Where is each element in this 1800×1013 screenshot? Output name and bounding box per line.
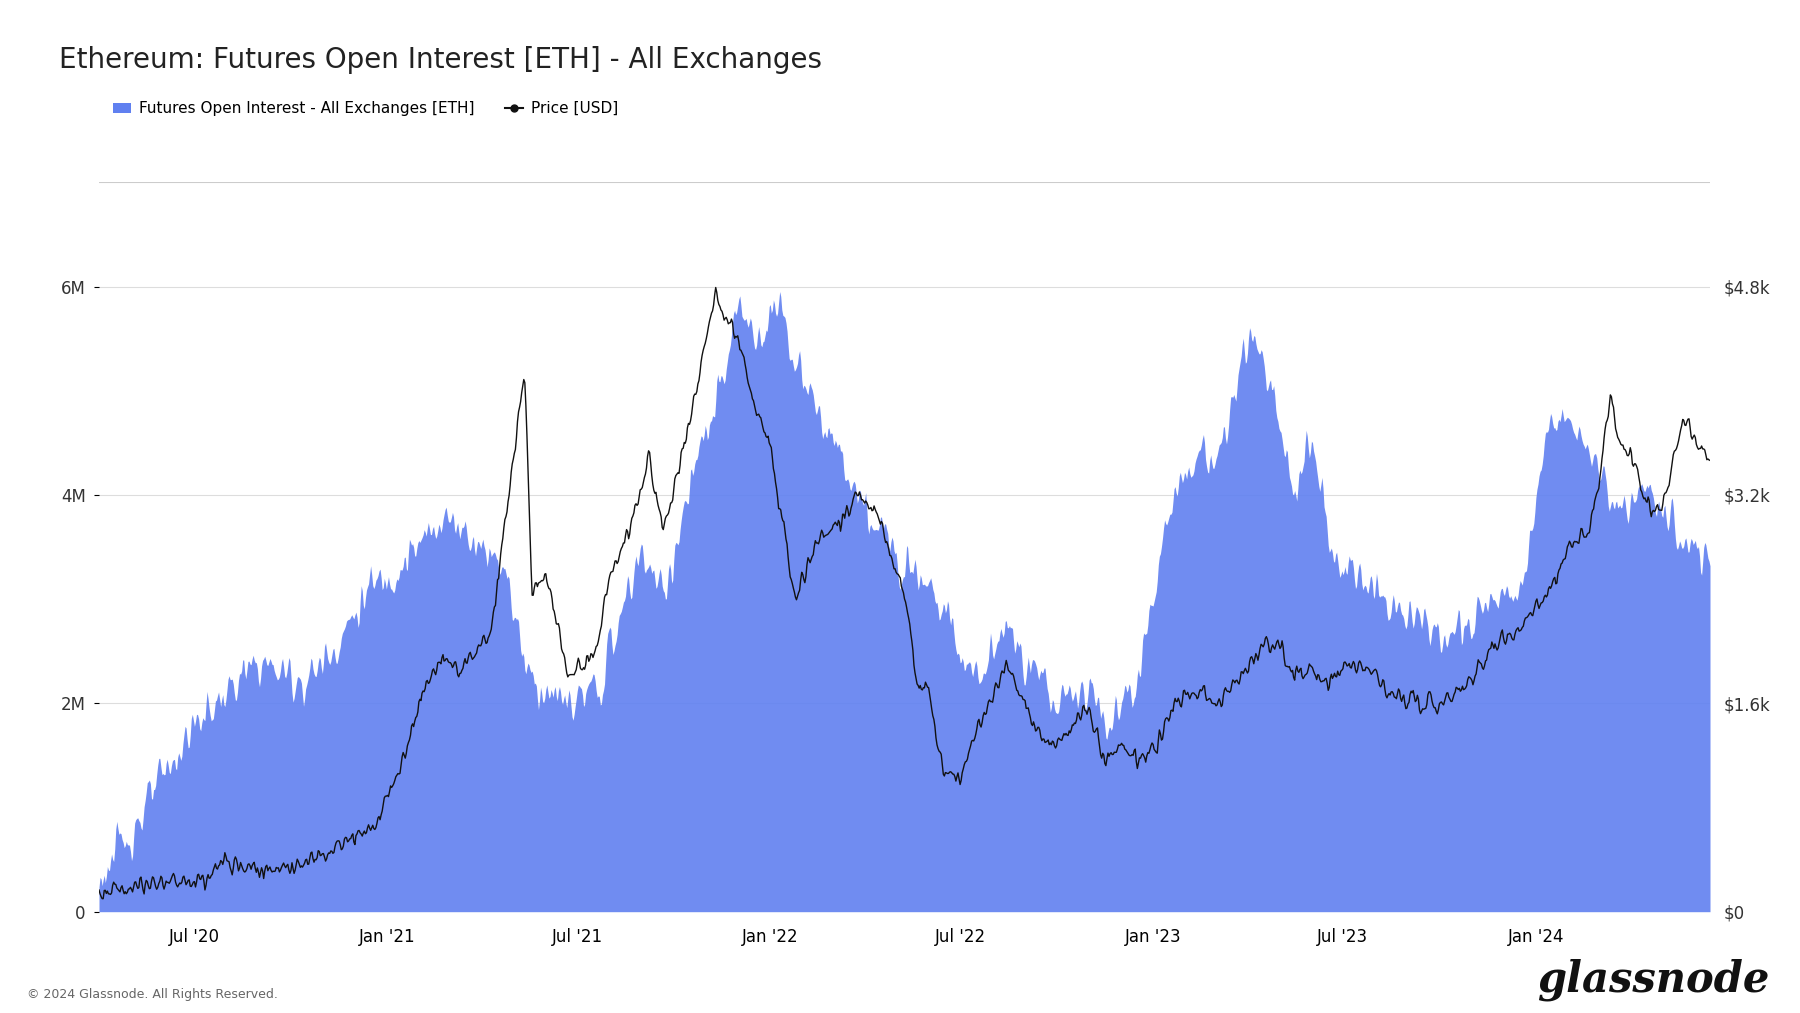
Legend: Futures Open Interest - All Exchanges [ETH], Price [USD]: Futures Open Interest - All Exchanges [E… <box>106 95 625 123</box>
Text: © 2024 Glassnode. All Rights Reserved.: © 2024 Glassnode. All Rights Reserved. <box>27 988 277 1001</box>
Text: Ethereum: Futures Open Interest [ETH] - All Exchanges: Ethereum: Futures Open Interest [ETH] - … <box>59 46 823 74</box>
Text: glassnode: glassnode <box>1537 958 1769 1001</box>
